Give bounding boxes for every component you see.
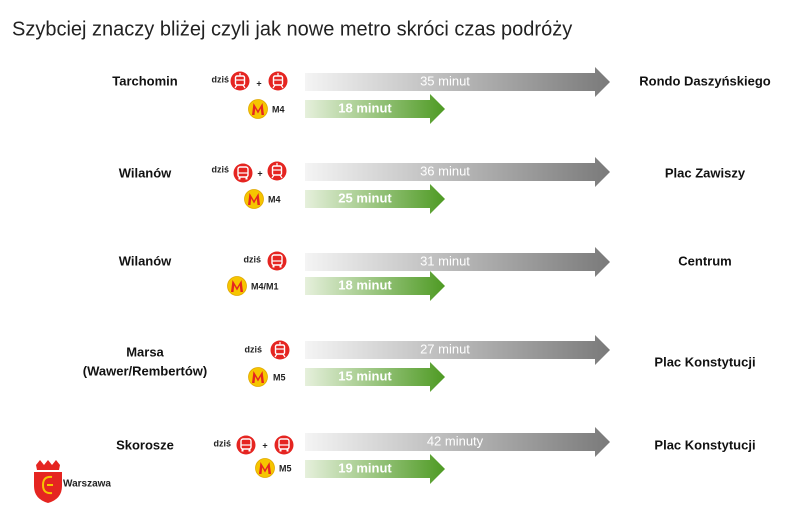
metro-icon xyxy=(248,99,268,119)
today-time: 27 minut xyxy=(420,341,470,356)
today-label: dziś xyxy=(243,254,261,264)
tram-icon xyxy=(267,161,287,181)
tram-icon xyxy=(270,340,290,360)
to: Rondo Daszyńskiego xyxy=(639,73,771,88)
today-label: dziś xyxy=(211,74,229,84)
to: Plac Konstytucji xyxy=(654,437,755,452)
metro-line: M5 xyxy=(279,463,292,473)
from: Wilanów xyxy=(119,165,172,180)
metro-time: 15 minut xyxy=(338,368,392,383)
from: Wilanów xyxy=(119,253,172,268)
today-label: dziś xyxy=(211,164,229,174)
plus: + xyxy=(262,440,267,450)
metro-icon xyxy=(255,458,275,478)
route: Wilanów dziś 31 minut M4/M1 18 minut Cen… xyxy=(119,247,732,301)
plus: + xyxy=(257,168,262,178)
metro-line: M4 xyxy=(272,104,285,114)
route: Wilanów dziś + 36 minut M4 25 minut Plac… xyxy=(119,157,746,214)
to: Centrum xyxy=(678,253,731,268)
bus-icon xyxy=(233,163,253,183)
to: Plac Konstytucji xyxy=(654,354,755,369)
logo-text: Warszawa xyxy=(63,479,111,490)
tram-icon xyxy=(268,71,288,91)
today-time: 42 minuty xyxy=(427,433,484,448)
metro-time: 19 minut xyxy=(338,460,392,475)
metro-icon xyxy=(244,189,264,209)
route: Marsa (Wawer/Rembertów) dziś 27 minut M5… xyxy=(83,335,756,392)
metro-line: M4 xyxy=(268,194,281,204)
metro-line: M5 xyxy=(273,372,286,382)
bus-icon xyxy=(236,435,256,455)
today-label: dziś xyxy=(213,438,231,448)
bus-icon xyxy=(274,435,294,455)
route: Tarchomin dziś + 35 minut M4 18 minut Ro… xyxy=(112,67,771,124)
metro-time: 18 minut xyxy=(338,100,392,115)
metro-time: 25 minut xyxy=(338,190,392,205)
logo: Warszawa xyxy=(34,460,111,503)
from: Tarchomin xyxy=(112,73,178,88)
metro-icon xyxy=(227,276,247,296)
metro-time: 18 minut xyxy=(338,277,392,292)
route: Skorosze dziś + 42 minuty M5 19 minut Pl… xyxy=(116,427,756,484)
from: (Wawer/Rembertów) xyxy=(83,363,207,378)
today-time: 35 minut xyxy=(420,73,470,88)
plus: + xyxy=(256,78,261,88)
today-label: dziś xyxy=(244,344,262,354)
today-time: 36 minut xyxy=(420,163,470,178)
metro-icon xyxy=(248,367,268,387)
to: Plac Zawiszy xyxy=(665,165,746,180)
metro-line: M4/M1 xyxy=(251,281,279,291)
from: Marsa xyxy=(126,344,164,359)
bus-icon xyxy=(267,251,287,271)
from: Skorosze xyxy=(116,437,174,452)
title: Szybciej znaczy bliżej czyli jak nowe me… xyxy=(12,18,572,40)
tram-icon xyxy=(230,71,250,91)
today-time: 31 minut xyxy=(420,253,470,268)
